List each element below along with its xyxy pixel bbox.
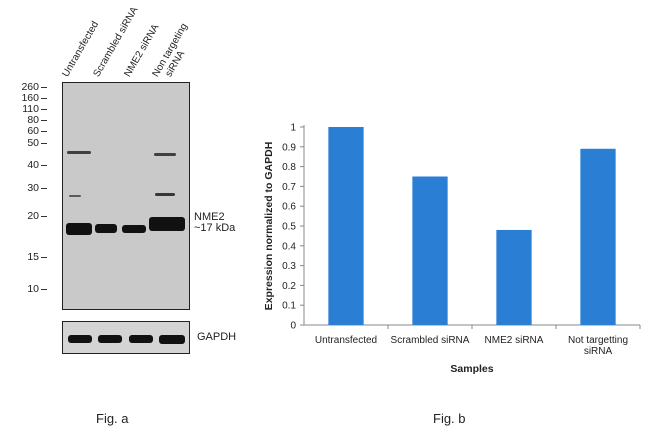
y-tick-label: 0.1 [282, 301, 296, 312]
mw-marker-30: 30 [27, 182, 39, 194]
x-tick-label: Untransfected [315, 335, 377, 346]
bar [412, 176, 448, 325]
mw-marker-50: 50 [27, 137, 39, 149]
band-lane4-45kda [154, 153, 176, 156]
y-tick-label: 0.5 [282, 222, 296, 233]
mw-tick-80 [41, 120, 47, 121]
mw-tick-110 [41, 109, 47, 110]
mw-tick-20 [41, 216, 47, 217]
y-tick-label: 0.4 [282, 241, 296, 252]
y-tick-label: 0.6 [282, 202, 296, 213]
mw-tick-30 [41, 188, 47, 189]
mw-tick-160 [41, 98, 47, 99]
band-lane1-nme2 [66, 223, 92, 235]
expression-bar-chart: 0 0.1 0.2 0.3 0.4 0.5 0.6 0.7 0.8 0.9 1 Untransfect… [263, 123, 641, 375]
nme2-blot [62, 82, 190, 310]
mw-marker-80: 80 [27, 114, 39, 126]
mw-marker-40: 40 [27, 159, 39, 171]
band-lane4-gapdh [159, 335, 185, 344]
y-axis-title: Expression normalized to GAPDH [263, 142, 275, 311]
band-lane2-nme2 [95, 224, 117, 233]
figure-a-caption: Fig. a [96, 411, 129, 426]
y-tick-label: 0.8 [282, 162, 296, 173]
band-lane3-gapdh [129, 335, 153, 343]
bar [496, 229, 532, 325]
band-lane4-28kda [155, 193, 175, 196]
target-label: NME2 [194, 211, 225, 223]
band-lane1-gapdh [68, 335, 92, 343]
x-tick-label: Not targetting [568, 335, 628, 346]
y-tick-label: 0.9 [282, 142, 296, 153]
y-tick-label: 0 [290, 321, 296, 332]
mw-marker-160: 160 [21, 92, 39, 104]
y-tick-label: 0.2 [282, 281, 296, 292]
y-tick-label: 0.3 [282, 261, 296, 272]
mw-tick-60 [41, 131, 47, 132]
bar [328, 127, 364, 325]
target-size-label: ~17 kDa [194, 222, 236, 234]
mw-marker-10: 10 [27, 283, 39, 295]
bar [580, 148, 616, 325]
mw-marker-60: 60 [27, 125, 39, 137]
mw-marker-20: 20 [27, 210, 39, 222]
mw-marker-15: 15 [27, 251, 39, 263]
mw-tick-15 [41, 257, 47, 258]
mw-tick-40 [41, 165, 47, 166]
mw-tick-50 [41, 143, 47, 144]
band-lane1-45kda [67, 151, 91, 154]
band-lane1-28kda [69, 195, 81, 197]
y-tick-label: 0.7 [282, 182, 296, 193]
mw-tick-10 [41, 289, 47, 290]
band-lane4-nme2 [149, 217, 185, 231]
band-lane3-nme2 [122, 225, 146, 233]
mw-marker-110: 110 [22, 103, 39, 115]
x-axis-title: Samples [450, 363, 493, 375]
x-tick-label: NME2 siRNA [485, 335, 544, 346]
loading-control-label: GAPDH [197, 331, 237, 343]
y-tick-label: 1 [290, 123, 296, 134]
gapdh-blot [62, 321, 190, 354]
mw-tick-260 [41, 87, 47, 88]
figure-b-caption: Fig. b [433, 411, 466, 426]
band-lane2-gapdh [98, 335, 122, 343]
x-tick-label: siRNA [584, 346, 613, 357]
x-tick-label: Scrambled siRNA [391, 335, 470, 346]
mw-marker-260: 260 [21, 81, 39, 93]
